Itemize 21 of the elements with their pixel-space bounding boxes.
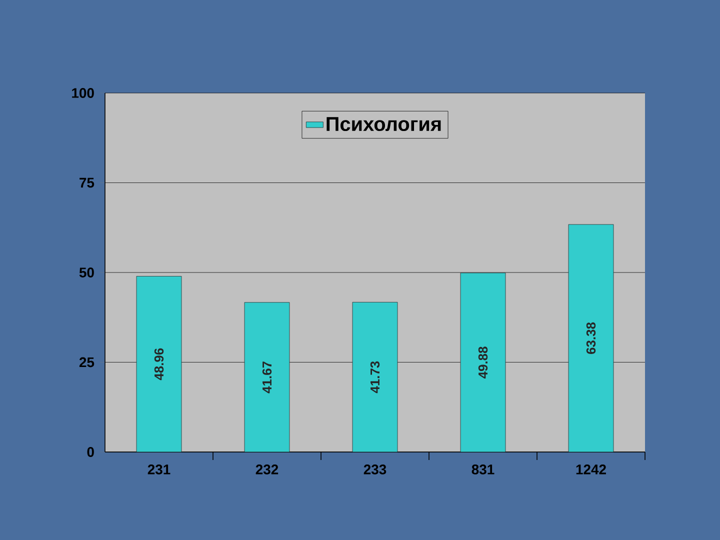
- y-tick-label: 25: [79, 357, 94, 368]
- y-tick-label: 0: [87, 447, 94, 457]
- x-tick-label: 1242: [576, 464, 606, 474]
- y-tick-label: 100: [72, 88, 94, 98]
- bar: [352, 302, 398, 452]
- y-tick-label: 75: [80, 178, 94, 188]
- data-label: 41.67: [262, 362, 272, 394]
- x-tick-label: 233: [364, 464, 386, 474]
- bar: [136, 276, 182, 452]
- data-label: 49.88: [478, 346, 488, 378]
- bar: [568, 224, 614, 452]
- data-label: 48.96: [154, 348, 164, 380]
- bar: [244, 302, 290, 452]
- y-tick-label: 50: [79, 268, 94, 278]
- data-label: 41.73: [370, 361, 380, 394]
- x-tick-label: 231: [148, 464, 170, 474]
- data-label: 63.38: [586, 322, 596, 354]
- x-tick-label: 232: [256, 464, 278, 474]
- legend-label: Психология: [326, 117, 441, 132]
- bar: [460, 272, 506, 452]
- x-tick-label: 831: [472, 464, 494, 474]
